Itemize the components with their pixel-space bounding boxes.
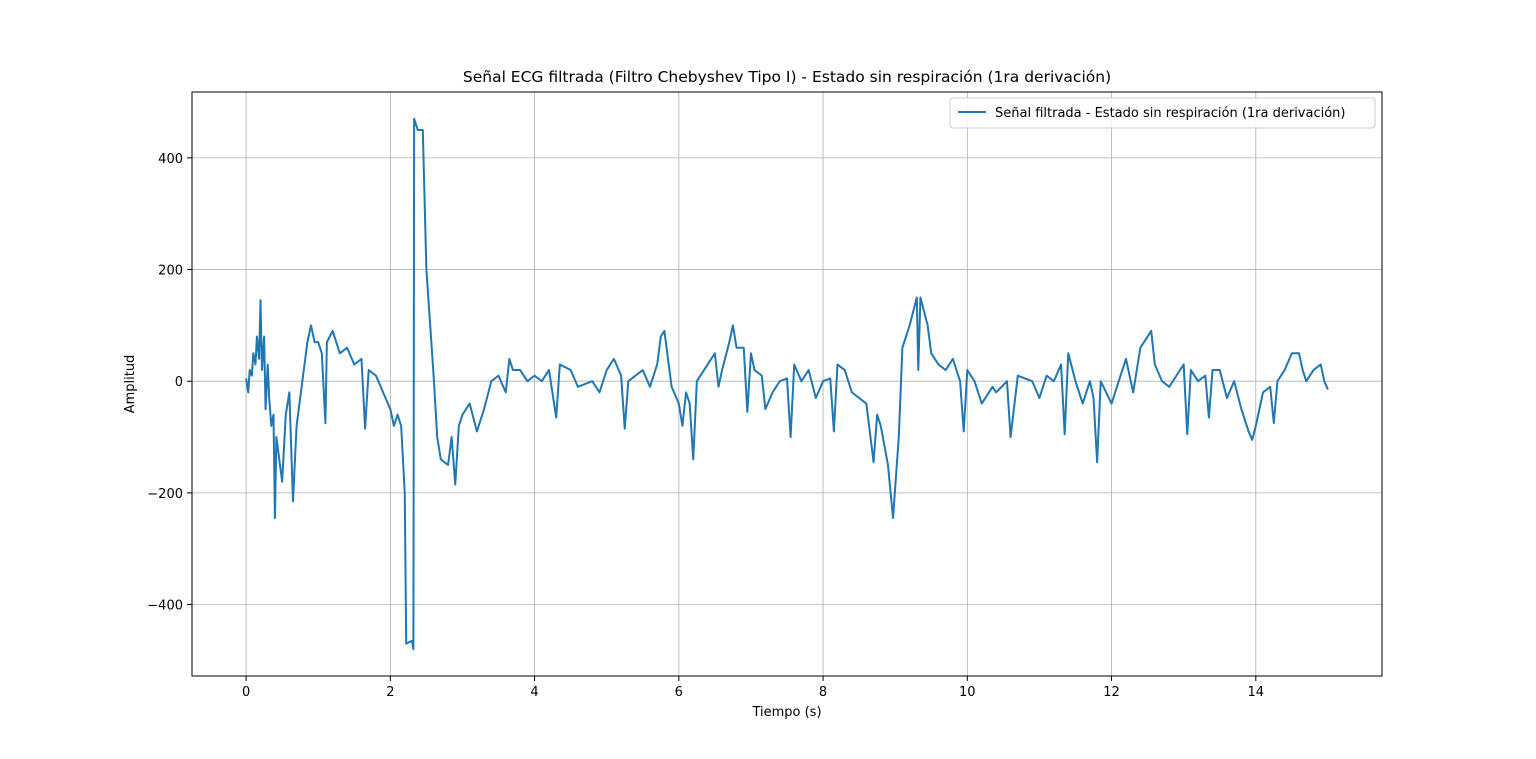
x-tick-label: 12 [1103, 685, 1120, 700]
y-tick-label: −400 [147, 599, 183, 614]
x-tick-label: 8 [819, 685, 827, 700]
y-axis-label: Amplitud [123, 355, 138, 414]
series-line [245, 117, 1329, 651]
x-tick-label: 10 [959, 685, 976, 700]
chart-title: Señal ECG filtrada (Filtro Chebyshev Tip… [463, 68, 1111, 86]
x-tick-label: 0 [242, 685, 250, 700]
x-tick-label: 14 [1248, 685, 1265, 700]
x-tick-label: 4 [530, 685, 538, 700]
legend-label: Señal filtrada - Estado sin respiración … [995, 106, 1346, 121]
x-tick-label: 2 [386, 685, 394, 700]
legend-box [949, 97, 1376, 129]
x-axis-label: Tiempo (s) [751, 705, 821, 720]
y-tick-label: 0 [175, 375, 183, 390]
x-tick-label: 6 [675, 685, 683, 700]
legend: Señal filtrada - Estado sin respiración … [949, 97, 1376, 129]
plot-frame [191, 91, 1383, 677]
y-tick-label: −200 [147, 487, 183, 502]
y-tick-label: 400 [158, 152, 183, 167]
y-tick-label: 200 [158, 264, 183, 279]
